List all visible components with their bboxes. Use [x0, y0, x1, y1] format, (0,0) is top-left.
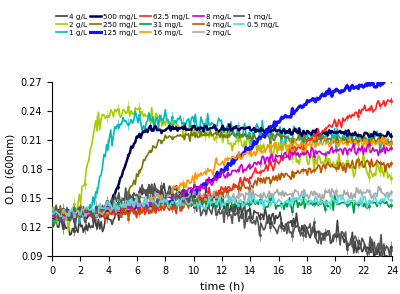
Legend: 4 g/L, 2 g/L, 1 g/L, 500 mg/L, 250 mg/L, 125 mg/L, 62.5 mg/L, 31 mg/L, 16 mg/L, : 4 g/L, 2 g/L, 1 g/L, 500 mg/L, 250 mg/L,…	[56, 13, 279, 36]
X-axis label: time (h): time (h)	[200, 281, 244, 291]
Y-axis label: O.D. (600nm): O.D. (600nm)	[5, 134, 15, 204]
